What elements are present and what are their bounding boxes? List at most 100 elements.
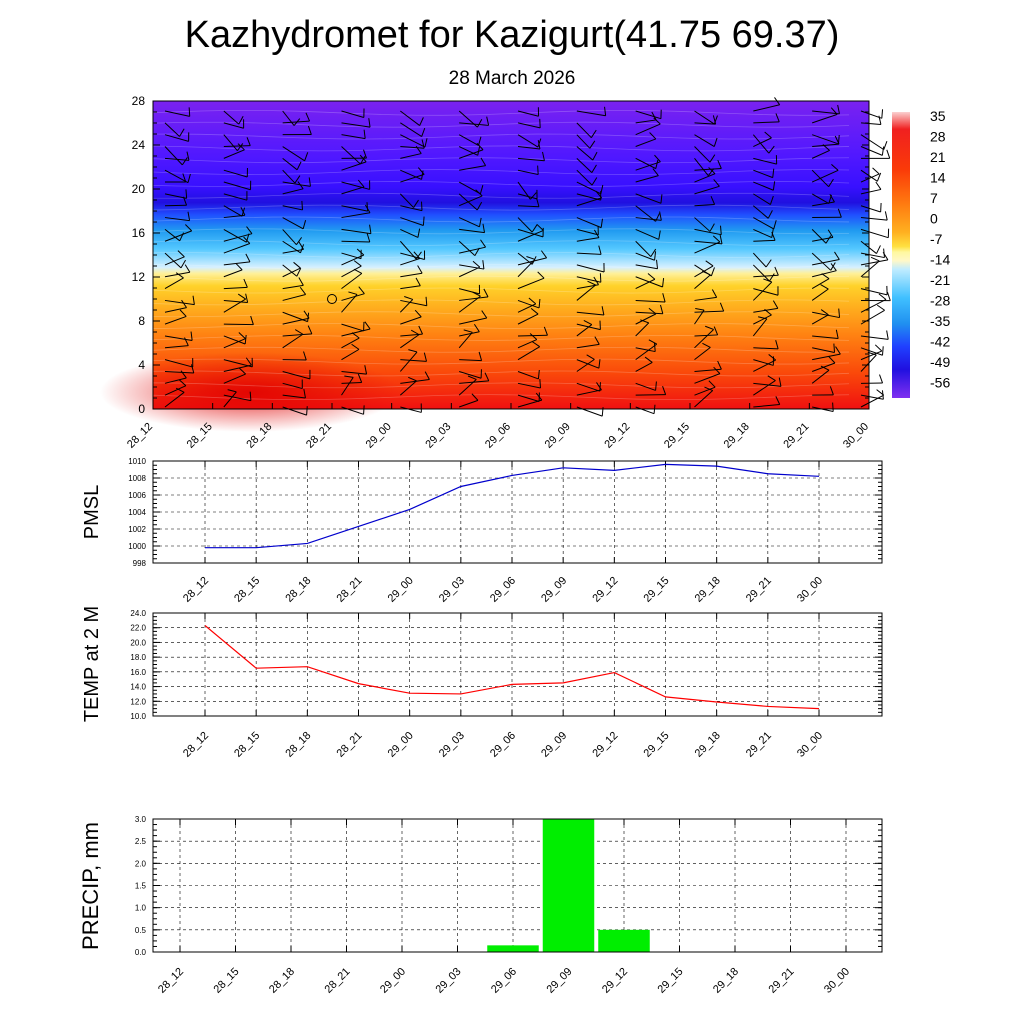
wind-barb-flag xyxy=(475,189,483,197)
wind-barb-staff xyxy=(517,313,539,325)
precip-bar xyxy=(487,945,539,952)
axis-ylabel: PMSL xyxy=(81,485,103,539)
heatmap-contour xyxy=(152,382,850,389)
wind-barb-flag xyxy=(595,190,603,199)
heatmap-xtick-label: 29_15 xyxy=(662,421,692,451)
wind-barb-flag xyxy=(301,200,303,210)
wind-barb-flag xyxy=(463,329,473,333)
wind-barb-flag xyxy=(830,263,837,271)
wind-barb-staff xyxy=(860,122,881,126)
wind-barb-flag xyxy=(478,351,483,361)
wind-barb-flag xyxy=(655,159,659,169)
heatmap-contour xyxy=(152,157,850,164)
wind-barb-flag xyxy=(769,273,775,282)
ytick-label: 12.0 xyxy=(130,697,146,706)
wind-barb-staff xyxy=(635,322,650,337)
wind-barb-flag xyxy=(238,367,246,375)
wind-barb-flag xyxy=(829,386,834,396)
wind-barb-flag xyxy=(250,315,254,325)
wind-barb-staff xyxy=(282,370,311,380)
wind-barb-flag xyxy=(708,167,716,175)
wind-barb-flag xyxy=(764,131,772,139)
wind-barb-staff xyxy=(282,317,310,325)
wind-barb-flag xyxy=(421,127,426,137)
wind-barb-flag xyxy=(598,359,601,369)
heatmap-contour xyxy=(152,133,850,140)
xtick-label: 28_15 xyxy=(232,575,262,605)
wind-barb-staff xyxy=(282,181,311,187)
wind-barb-flag xyxy=(662,277,665,288)
wind-barb-staff xyxy=(223,205,243,217)
wind-barb-flag xyxy=(531,224,538,233)
wind-barb-flag xyxy=(835,346,841,355)
wind-barb-staff xyxy=(459,264,484,270)
wind-barb-flag xyxy=(596,382,602,391)
wind-barb-staff xyxy=(400,406,422,413)
wind-barb-flag xyxy=(713,326,719,336)
wind-barb-flag xyxy=(649,132,657,140)
wind-barb-staff xyxy=(458,149,484,159)
wind-barb-staff xyxy=(341,186,365,195)
wind-barb-staff xyxy=(223,261,251,266)
wind-barb-flag xyxy=(833,343,836,353)
heatmap-ytick-label: 28 xyxy=(132,94,146,108)
wind-barb-flag xyxy=(530,192,537,200)
wind-barb-flag xyxy=(476,142,484,151)
wind-barb-staff xyxy=(752,264,770,282)
xtick-label: 29_15 xyxy=(656,966,686,996)
heatmap-xtick-label: 29_21 xyxy=(781,421,811,451)
wind-barb-flag xyxy=(586,354,595,360)
ytick-label: 14.0 xyxy=(130,683,146,692)
wind-barb-staff xyxy=(694,310,724,313)
wind-barb-staff xyxy=(517,303,536,313)
wind-barb-staff xyxy=(812,270,837,278)
wind-barb-flag xyxy=(540,250,548,259)
wind-barb-staff xyxy=(517,346,540,361)
colorbar xyxy=(892,112,910,398)
wind-barb-staff xyxy=(517,382,541,389)
wind-barb-flag xyxy=(882,251,889,261)
wind-barb-staff xyxy=(694,203,715,207)
wind-barb-flag xyxy=(708,380,716,388)
wind-barb-staff xyxy=(635,264,658,270)
wind-barb-flag xyxy=(834,135,840,145)
wind-barb-staff xyxy=(459,317,487,325)
colorbar-label: 21 xyxy=(930,149,946,165)
xtick-label: 28_21 xyxy=(335,730,365,760)
wind-barb-staff xyxy=(223,364,252,372)
wind-barb-staff xyxy=(400,380,417,396)
wind-barb-staff xyxy=(282,188,304,195)
wind-barb-flag xyxy=(413,251,421,259)
wind-barb-staff xyxy=(812,236,834,242)
wind-barb-staff xyxy=(576,228,599,236)
heatmap-contour xyxy=(152,394,850,401)
wind-barb-staff xyxy=(635,205,656,222)
wind-barb-staff xyxy=(164,277,184,290)
colorbar-label: -28 xyxy=(930,293,950,309)
wind-barb-flag xyxy=(357,179,365,188)
xtick-label: 28_18 xyxy=(283,730,313,760)
wind-barb-staff xyxy=(459,288,480,295)
wind-barb-staff xyxy=(164,359,193,368)
wind-barb-flag xyxy=(348,291,358,295)
wind-barb-flag xyxy=(245,253,251,263)
wind-barb-flag xyxy=(775,396,781,405)
wind-barb-staff xyxy=(860,260,880,278)
wind-barb-staff xyxy=(860,228,889,239)
wind-barb-flag xyxy=(296,267,302,277)
wind-barb-staff xyxy=(223,299,248,303)
wind-barb-staff xyxy=(694,265,714,278)
wind-barb-staff xyxy=(694,241,721,254)
wind-barb-flag xyxy=(484,372,490,382)
wind-barb-flag xyxy=(662,386,667,395)
wind-barb-staff xyxy=(517,394,540,402)
wind-barb-flag xyxy=(417,228,421,238)
wind-barb-flag xyxy=(307,125,312,135)
wind-barb-staff xyxy=(341,146,361,165)
wind-barb-staff xyxy=(576,157,593,173)
wind-barb-flag xyxy=(705,260,714,267)
wind-barb-flag xyxy=(480,157,487,166)
wind-barb-staff xyxy=(753,380,776,396)
xtick-label: 29_15 xyxy=(642,730,672,760)
wind-barb-staff xyxy=(753,274,779,278)
